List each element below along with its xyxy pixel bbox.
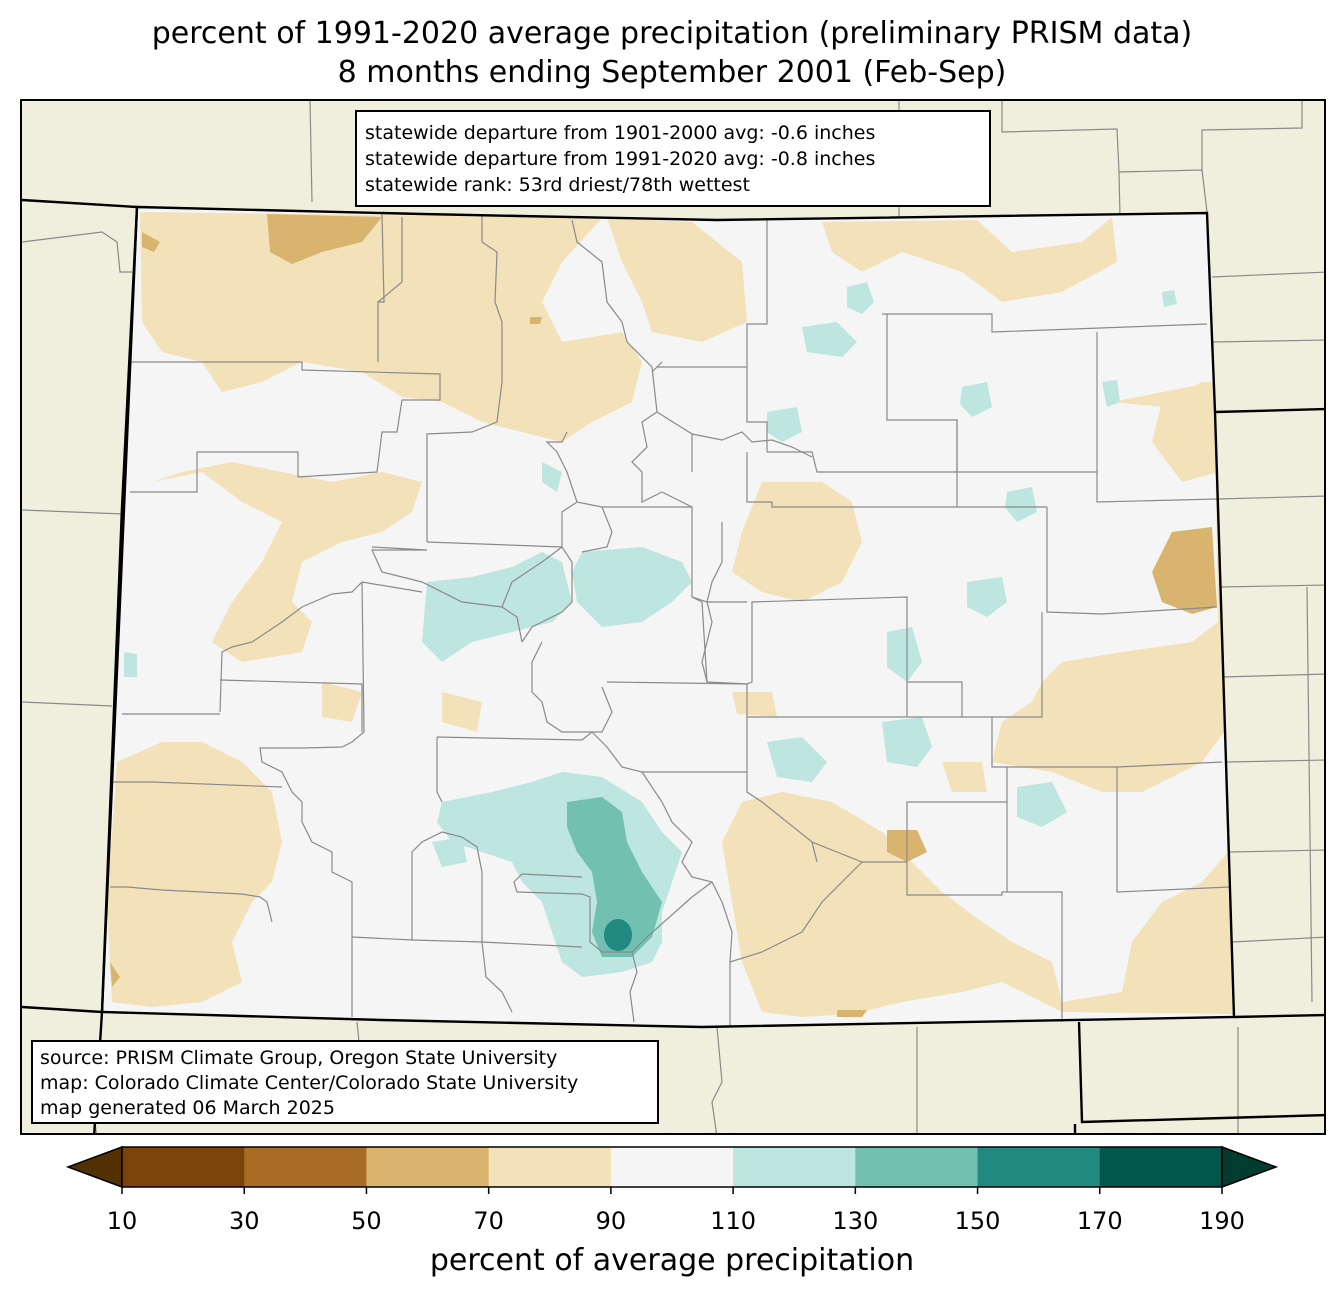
generated-date-line: map generated 06 March 2025	[40, 1097, 335, 1119]
colorbar-segment	[366, 1147, 490, 1187]
stats-departure-1901: statewide departure from 1901-2000 avg: …	[365, 122, 876, 144]
colorbar-segment	[1099, 1147, 1223, 1187]
county-lines	[110, 213, 1231, 1027]
source-box: source: PRISM Climate Group, Oregon Stat…	[31, 1040, 659, 1124]
colorbar-tick-label: 30	[229, 1207, 260, 1235]
colorbar-segment	[488, 1147, 612, 1187]
precip-70-90-regions	[107, 212, 1234, 1017]
map-svg	[22, 101, 1324, 1133]
colorbar-tick-label: 90	[596, 1207, 627, 1235]
colorbar: 10 30 50 70 90 110 130 150 170 190	[65, 1145, 1279, 1235]
colorbar-tick-label: 130	[832, 1207, 878, 1235]
colorbar-segment	[977, 1147, 1101, 1187]
precip-130-150-regions	[567, 797, 662, 957]
precipitation-map	[20, 99, 1326, 1135]
colorbar-segment	[610, 1147, 734, 1187]
colorbar-segment	[733, 1147, 856, 1187]
map-title-line2: 8 months ending September 2001 (Feb-Sep)	[337, 55, 1007, 90]
colorbar-segments	[122, 1147, 1223, 1187]
colorbar-label: percent of average precipitation	[429, 1243, 915, 1278]
precip-50-70-regions	[110, 214, 1217, 1017]
colorado-state	[102, 207, 1234, 1027]
colorbar-segment	[122, 1147, 245, 1187]
colorbar-tick-label: 170	[1077, 1207, 1123, 1235]
colorbar-segment	[244, 1147, 367, 1187]
map-credit-line: map: Colorado Climate Center/Colorado St…	[40, 1072, 579, 1094]
colorbar-tick-label: 70	[473, 1207, 504, 1235]
neighbor-county-lines	[22, 101, 1324, 1133]
colorbar-outline	[121, 1146, 1223, 1188]
colorbar-tick-label: 150	[955, 1207, 1001, 1235]
precip-150-170-regions	[604, 919, 632, 951]
stats-rank: statewide rank: 53rd driest/78th wettest	[365, 174, 750, 196]
colorbar-under-arrow	[65, 1145, 123, 1189]
colorbar-segment	[855, 1147, 979, 1187]
map-title-line1: percent of 1991-2020 average precipitati…	[151, 16, 1193, 51]
colorbar-ticks: 10 30 50 70 90 110 130 150 170 190	[107, 1187, 1245, 1235]
colorbar-over-arrow	[1221, 1145, 1279, 1189]
colorbar-tick-label: 50	[351, 1207, 382, 1235]
source-line: source: PRISM Climate Group, Oregon Stat…	[40, 1047, 558, 1069]
statewide-stats-box: statewide departure from 1901-2000 avg: …	[355, 110, 991, 207]
colorbar-tick-label: 190	[1199, 1207, 1245, 1235]
colorbar-tick-label: 110	[710, 1207, 756, 1235]
colorbar-tick-label: 10	[107, 1207, 138, 1235]
stats-departure-1991: statewide departure from 1991-2020 avg: …	[365, 148, 876, 170]
